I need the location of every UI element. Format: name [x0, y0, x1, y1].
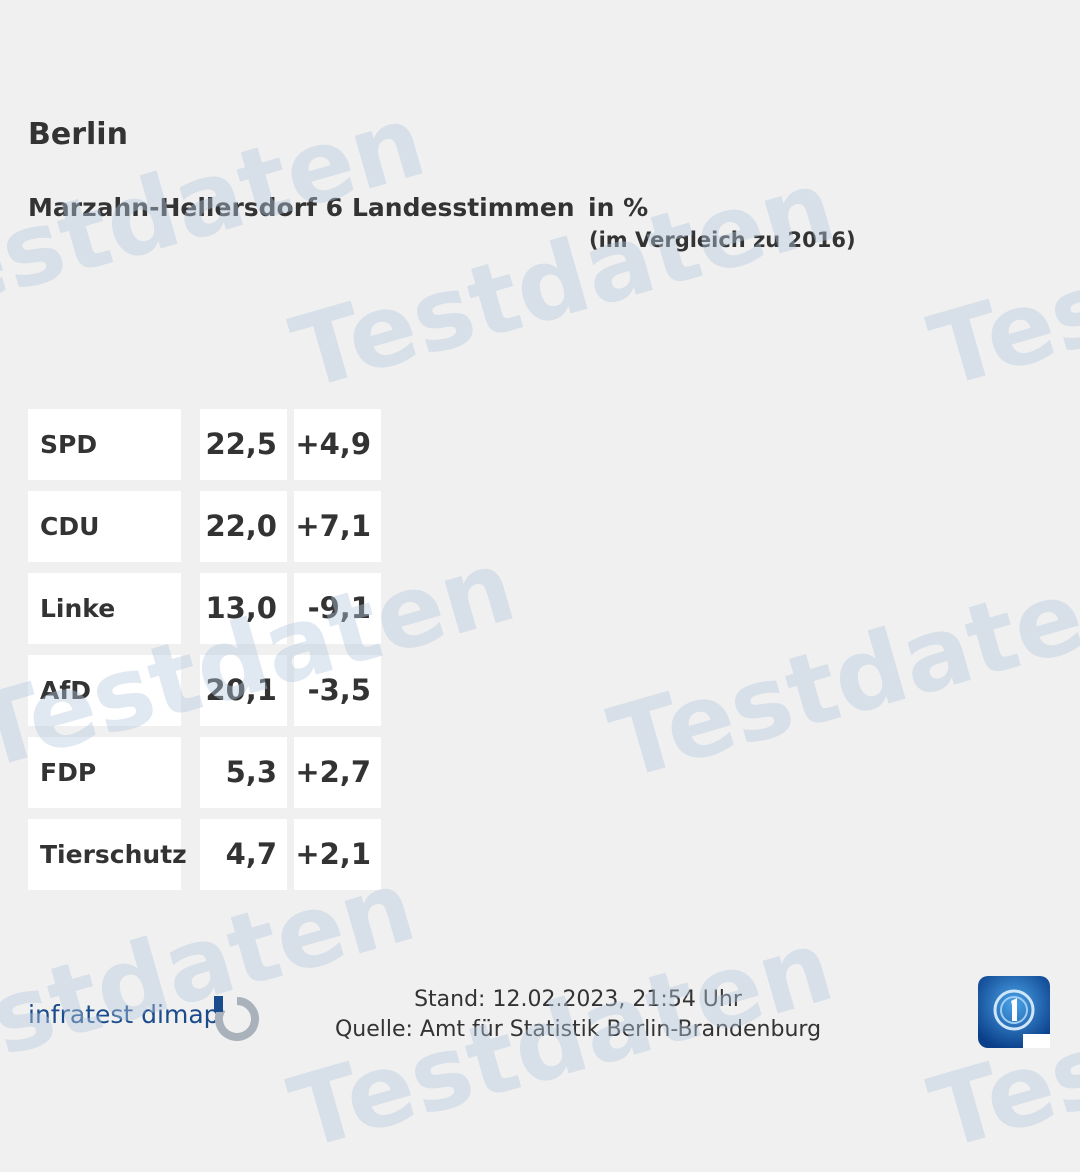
result-row-fdp: FDP 5,3 +2,7 [28, 737, 382, 808]
vote-share: 4,7 [200, 819, 287, 890]
party-name: CDU [28, 491, 181, 562]
vote-change: +2,1 [294, 819, 381, 890]
vote-share: 20,1 [200, 655, 287, 726]
infratest-logo-icon [214, 996, 259, 1041]
party-name: Linke [28, 573, 181, 644]
watermark: Testdaten [598, 536, 1080, 803]
result-row-afd: AfD 20,1 -3,5 [28, 655, 382, 726]
logo-text: infratest dimap [28, 1000, 220, 1029]
vote-change: +7,1 [294, 491, 381, 562]
vote-share: 22,5 [200, 409, 287, 480]
vote-change: -9,1 [294, 573, 381, 644]
result-row-linke: Linke 13,0 -9,1 [28, 573, 382, 644]
region-name: Marzahn-Hellersdorf 6 [28, 193, 344, 222]
result-row-tierschutz: Tierschutz 4,7 +2,1 [28, 819, 382, 890]
status-timestamp: Stand: 12.02.2023, 21:54 Uhr [414, 987, 742, 1012]
unit-label: in % [588, 193, 649, 222]
vote-share: 13,0 [200, 573, 287, 644]
tagesschau-logo-icon [978, 976, 1050, 1048]
party-name: Tierschutz [28, 819, 187, 890]
vote-change: +2,7 [294, 737, 381, 808]
watermark: Testdaten [280, 146, 847, 413]
party-name: SPD [28, 409, 181, 480]
data-source: Quelle: Amt für Statistik Berlin-Branden… [334, 1017, 822, 1042]
comparison-note: (im Vergleich zu 2016) [589, 228, 856, 252]
watermark: Testdaten [918, 144, 1080, 411]
vote-share: 22,0 [200, 491, 287, 562]
result-row-spd: SPD 22,5 +4,9 [28, 409, 382, 480]
vote-change: -3,5 [294, 655, 381, 726]
results-table: SPD 22,5 +4,9 CDU 22,0 +7,1 Linke 13,0 -… [28, 409, 382, 901]
vote-change: +4,9 [294, 409, 381, 480]
result-row-cdu: CDU 22,0 +7,1 [28, 491, 382, 562]
page-title: Berlin [28, 117, 128, 152]
party-name: AfD [28, 655, 181, 726]
party-name: FDP [28, 737, 181, 808]
vote-share: 5,3 [200, 737, 287, 808]
vote-type: Landesstimmen [352, 193, 575, 222]
footer-info: Stand: 12.02.2023, 21:54 Uhr Quelle: Amt… [298, 985, 858, 1045]
